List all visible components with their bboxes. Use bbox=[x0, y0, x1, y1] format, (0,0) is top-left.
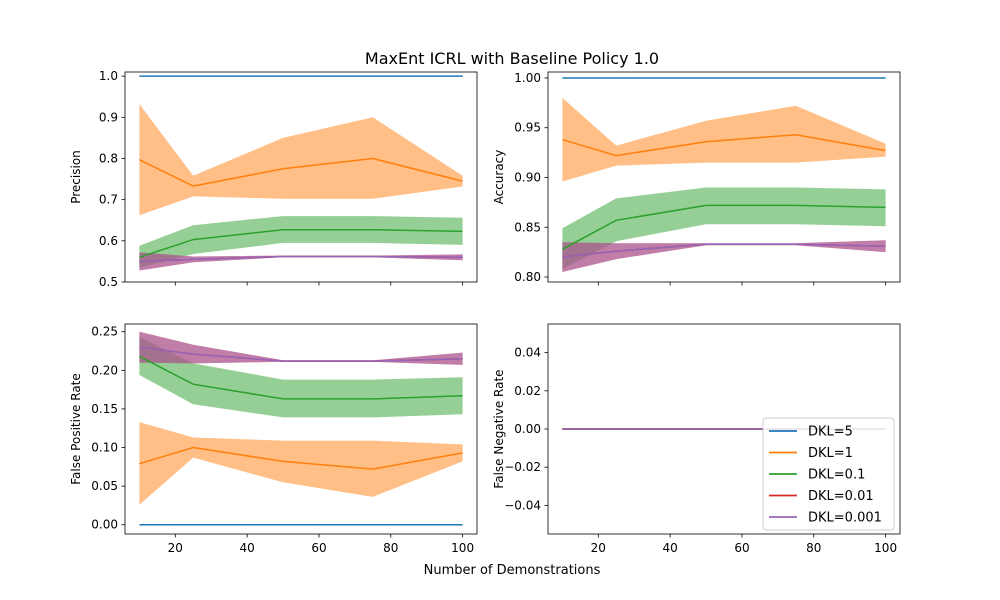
axes-frame bbox=[124, 323, 478, 535]
y-tick-label: 0.90 bbox=[514, 170, 541, 184]
legend-item: DKL=5 bbox=[769, 425, 853, 440]
y-tick-label: 1.00 bbox=[514, 71, 541, 85]
y-tick-label: 1.0 bbox=[99, 69, 118, 83]
subplot-2: 0.80 0.85 0.90 0.95 1.00 Accuracy bbox=[492, 71, 901, 286]
y-tick-label: −0.04 bbox=[504, 498, 541, 512]
x-tick-label: 80 bbox=[806, 541, 821, 555]
x-tick-label: 20 bbox=[168, 541, 183, 555]
legend-item: DKL=0.01 bbox=[769, 489, 874, 504]
plot-area bbox=[139, 331, 463, 526]
y-axis-label: False Positive Rate bbox=[69, 373, 83, 485]
legend-label: DKL=1 bbox=[808, 446, 853, 461]
line-DKL=0.001 bbox=[562, 243, 886, 258]
y-tick-label: 0.10 bbox=[91, 441, 118, 455]
y-tick-label: 0.6 bbox=[99, 234, 118, 248]
band-DKL=0.1 bbox=[139, 216, 463, 268]
band-DKL=0.001 bbox=[562, 240, 886, 272]
line-DKL=0.001 bbox=[139, 255, 463, 263]
band-DKL=1 bbox=[139, 104, 463, 216]
plot-area bbox=[562, 77, 886, 272]
y-tick-label: 0.9 bbox=[99, 110, 118, 124]
y-tick-label: 0.02 bbox=[514, 384, 541, 398]
line-DKL=0.1 bbox=[562, 204, 886, 250]
x-tick-label: 100 bbox=[874, 541, 897, 555]
y-tick-label: 0.05 bbox=[91, 479, 118, 493]
y-tick-label: 0.7 bbox=[99, 193, 118, 207]
legend-box bbox=[762, 417, 895, 531]
x-tick-label: 40 bbox=[239, 541, 254, 555]
y-tick-label: 0.00 bbox=[514, 422, 541, 436]
line-DKL=1 bbox=[562, 133, 886, 157]
band-DKL=0.1 bbox=[562, 187, 886, 270]
x-tick-label: 100 bbox=[451, 541, 474, 555]
y-axis-label: Precision bbox=[69, 150, 83, 204]
y-tick-label: 0.20 bbox=[91, 363, 118, 377]
figure-title: MaxEnt ICRL with Baseline Policy 1.0 bbox=[365, 49, 659, 68]
x-tick-label: 60 bbox=[734, 541, 749, 555]
y-tick-label: 0.25 bbox=[91, 325, 118, 339]
legend-item: DKL=0.001 bbox=[769, 511, 882, 526]
line-DKL=0.001 bbox=[139, 346, 463, 362]
y-axis-label: False Negative Rate bbox=[492, 369, 506, 488]
y-tick-label: 0.8 bbox=[99, 151, 118, 165]
y-tick-label: 0.15 bbox=[91, 402, 118, 416]
x-tick-label: 40 bbox=[662, 541, 677, 555]
axes-frame bbox=[124, 71, 478, 283]
line-DKL=0.1 bbox=[139, 355, 463, 400]
y-tick-label: 0.85 bbox=[514, 220, 541, 234]
legend-item: DKL=1 bbox=[769, 446, 853, 461]
legend-label: DKL=0.1 bbox=[808, 468, 865, 483]
line-DKL=1 bbox=[139, 446, 463, 470]
y-tick-label: −0.02 bbox=[504, 460, 541, 474]
y-tick-label: 0.00 bbox=[91, 518, 118, 532]
band-DKL=0.1 bbox=[139, 337, 463, 418]
plot-area bbox=[139, 75, 463, 271]
y-tick-label: 0.04 bbox=[514, 346, 541, 360]
line-DKL=1 bbox=[139, 157, 463, 187]
subplot-3: 20 40 60 80 100 0.00 0.05 0.10 0.15 0.20 0.25 False… bbox=[69, 323, 478, 555]
axes-frame bbox=[547, 71, 901, 283]
legend-label: DKL=5 bbox=[808, 425, 853, 440]
legend-label: DKL=0.001 bbox=[808, 511, 882, 526]
x-tick-label: 60 bbox=[311, 541, 326, 555]
subplot-1: 0.5 0.6 0.7 0.8 0.9 1.0 Precision bbox=[69, 69, 478, 289]
y-tick-label: 0.80 bbox=[514, 270, 541, 284]
y-axis-label: Accuracy bbox=[492, 150, 506, 205]
x-axis-label: Number of Demonstrations bbox=[424, 563, 601, 578]
x-tick-label: 80 bbox=[383, 541, 398, 555]
x-tick-label: 20 bbox=[591, 541, 606, 555]
legend-label: DKL=0.01 bbox=[808, 489, 874, 504]
line-DKL=0.1 bbox=[139, 228, 463, 259]
legend-item: DKL=0.1 bbox=[769, 468, 865, 483]
y-tick-label: 0.95 bbox=[514, 121, 541, 135]
legend: DKL=5 DKL=1 DKL=0.1 DKL=0.01 DKL=0.001 bbox=[762, 417, 895, 531]
y-tick-label: 0.5 bbox=[99, 275, 118, 289]
